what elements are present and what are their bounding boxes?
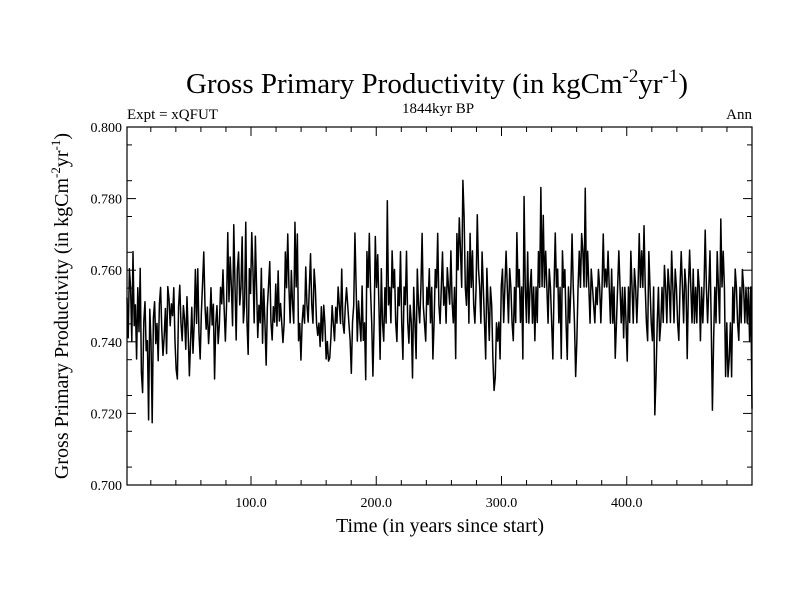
experiment-label: Expt = xQFUT	[127, 107, 218, 123]
x-tick-label: 200.0	[360, 496, 392, 511]
y-axis: 0.700 0.720 0.740 0.760 0.780 0.800	[91, 121, 752, 494]
x-tick-label: 100.0	[235, 496, 267, 511]
y-tick-label: 0.700	[91, 479, 123, 494]
y-axis-label: Gross Primary Productivity (in kgCm-2yr-…	[48, 133, 73, 479]
y-tick-label: 0.780	[91, 193, 123, 208]
x-axis: 100.0 200.0 300.0 400.0	[150, 127, 728, 511]
x-tick-label: 400.0	[611, 496, 643, 511]
season-label: Ann	[726, 107, 752, 123]
x-tick-label: 300.0	[486, 496, 518, 511]
chart-title: Gross Primary Productivity (in kgCm-2yr-…	[186, 66, 688, 100]
y-tick-label: 0.800	[91, 121, 123, 136]
y-tick-label: 0.760	[91, 264, 123, 279]
x-axis-label: Time (in years since start)	[336, 515, 544, 537]
period-label: 1844kyr BP	[402, 101, 474, 117]
y-tick-label: 0.720	[91, 407, 123, 422]
series-line-gpp	[126, 179, 753, 424]
y-tick-label: 0.740	[91, 336, 123, 351]
